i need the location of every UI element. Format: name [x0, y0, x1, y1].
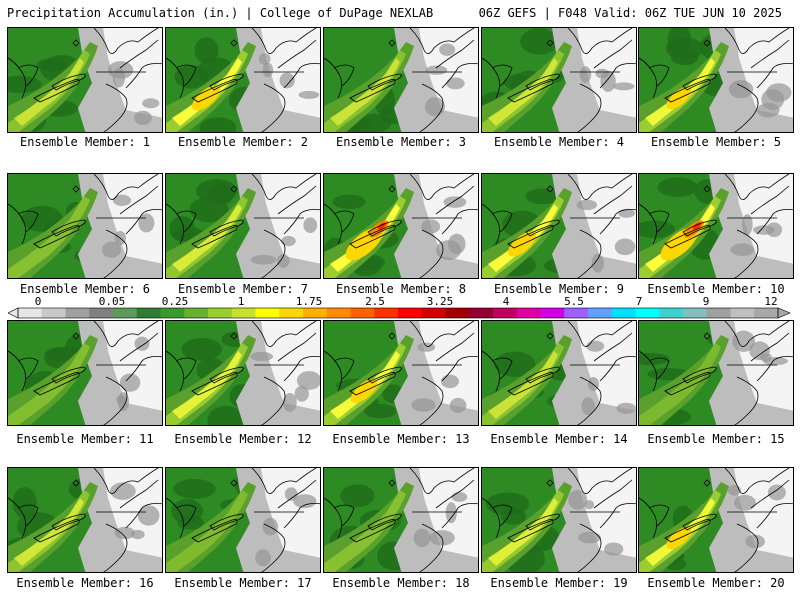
ensemble-member-map [7, 173, 163, 279]
ensemble-member-caption: Ensemble Member: 2 [177, 135, 309, 149]
ensemble-member-caption: Ensemble Member: 19 [490, 576, 628, 590]
colorbar-swatch [635, 308, 660, 318]
colorbar-swatch [730, 308, 755, 318]
ensemble-member-map [481, 320, 637, 426]
ensemble-member-caption: Ensemble Member: 7 [177, 282, 309, 296]
colorbar-tick-label: 0 [35, 296, 42, 308]
colorbar-swatch [18, 308, 43, 318]
colorbar-tick-label: 2.5 [365, 296, 385, 308]
ensemble-member-caption: Ensemble Member: 14 [490, 432, 628, 446]
ensemble-member-map [7, 27, 163, 133]
ensemble-member-caption: Ensemble Member: 3 [335, 135, 467, 149]
ensemble-member-caption: Ensemble Member: 13 [332, 432, 470, 446]
ensemble-member-map [638, 27, 794, 133]
ensemble-member-map [165, 320, 321, 426]
colorbar-swatch [326, 308, 351, 318]
ensemble-member-caption: Ensemble Member: 17 [174, 576, 312, 590]
ensemble-member-map [323, 173, 479, 279]
ensemble-member-caption: Ensemble Member: 20 [647, 576, 785, 590]
colorbar-swatch [303, 308, 328, 318]
colorbar-tick-label: 7 [636, 296, 643, 308]
colorbar-tick-label: 12 [764, 296, 777, 308]
ensemble-member-map [323, 27, 479, 133]
colorbar-swatch [706, 308, 731, 318]
colorbar-tick-label: 0.05 [99, 296, 126, 308]
ensemble-member-caption: Ensemble Member: 18 [332, 576, 470, 590]
colorbar-left-arrow [8, 307, 19, 319]
ensemble-member-caption: Ensemble Member: 9 [493, 282, 625, 296]
ensemble-member-caption: Ensemble Member: 16 [16, 576, 154, 590]
colorbar-swatch [564, 308, 589, 318]
precipitation-colorbar: 0 0.05 0.25 1 1.75 2.5 3.25 4 5.5 7 9 12 [8, 296, 791, 319]
colorbar-tick-label: 1 [238, 296, 245, 308]
ensemble-member-map [481, 467, 637, 573]
ensemble-member-map [638, 467, 794, 573]
ensemble-member-map [165, 173, 321, 279]
colorbar-tick-label: 0.25 [162, 296, 189, 308]
colorbar-swatch [398, 308, 423, 318]
ensemble-member-map [165, 467, 321, 573]
colorbar-swatch [754, 308, 779, 318]
colorbar-swatch [160, 308, 185, 318]
colorbar-swatch [374, 308, 399, 318]
ensemble-member-map [7, 320, 163, 426]
ensemble-member-caption: Ensemble Member: 5 [650, 135, 782, 149]
ensemble-member-map [323, 320, 479, 426]
ensemble-member-caption: Ensemble Member: 12 [174, 432, 312, 446]
ensemble-member-caption: Ensemble Member: 11 [16, 432, 154, 446]
colorbar-swatch [540, 308, 565, 318]
colorbar-right-arrow [777, 307, 791, 319]
colorbar-swatch [611, 308, 636, 318]
ensemble-member-caption: Ensemble Member: 4 [493, 135, 625, 149]
colorbar-tick-label: 9 [703, 296, 710, 308]
colorbar-swatch [279, 308, 304, 318]
ensemble-member-map [323, 467, 479, 573]
ensemble-member-map [638, 320, 794, 426]
colorbar-swatch [493, 308, 518, 318]
colorbar-swatch [89, 308, 114, 318]
ensemble-member-caption: Ensemble Member: 10 [647, 282, 785, 296]
colorbar-swatch [184, 308, 209, 318]
colorbar-swatch [445, 308, 470, 318]
ensemble-member-map [481, 173, 637, 279]
colorbar-swatch [659, 308, 684, 318]
colorbar-swatch [113, 308, 138, 318]
ensemble-member-map [481, 27, 637, 133]
model-run-info: 06Z GEFS | F048 Valid: 06Z TUE JUN 10 20… [478, 6, 782, 20]
map-title: Precipitation Accumulation (in.) | Colle… [7, 6, 434, 20]
colorbar-swatch [588, 308, 613, 318]
ensemble-member-map [165, 27, 321, 133]
ensemble-member-map [7, 467, 163, 573]
ensemble-member-caption: Ensemble Member: 8 [335, 282, 467, 296]
colorbar-tick-label: 1.75 [296, 296, 323, 308]
colorbar-tick-label: 5.5 [564, 296, 584, 308]
colorbar-swatch [65, 308, 90, 318]
colorbar-swatch [350, 308, 375, 318]
colorbar-swatch [208, 308, 233, 318]
ensemble-member-map [638, 173, 794, 279]
colorbar-swatch [231, 308, 256, 318]
ensemble-member-caption: Ensemble Member: 1 [19, 135, 151, 149]
colorbar-swatch [683, 308, 708, 318]
ensemble-member-caption: Ensemble Member: 6 [19, 282, 151, 296]
colorbar-swatch [421, 308, 446, 318]
ensemble-member-caption: Ensemble Member: 15 [647, 432, 785, 446]
colorbar-tick-label: 4 [503, 296, 510, 308]
colorbar-swatch [516, 308, 541, 318]
colorbar-swatch [469, 308, 494, 318]
colorbar-swatch [41, 308, 66, 318]
colorbar-swatch [255, 308, 280, 318]
colorbar-tick-label: 3.25 [427, 296, 454, 308]
colorbar-swatch [136, 308, 161, 318]
